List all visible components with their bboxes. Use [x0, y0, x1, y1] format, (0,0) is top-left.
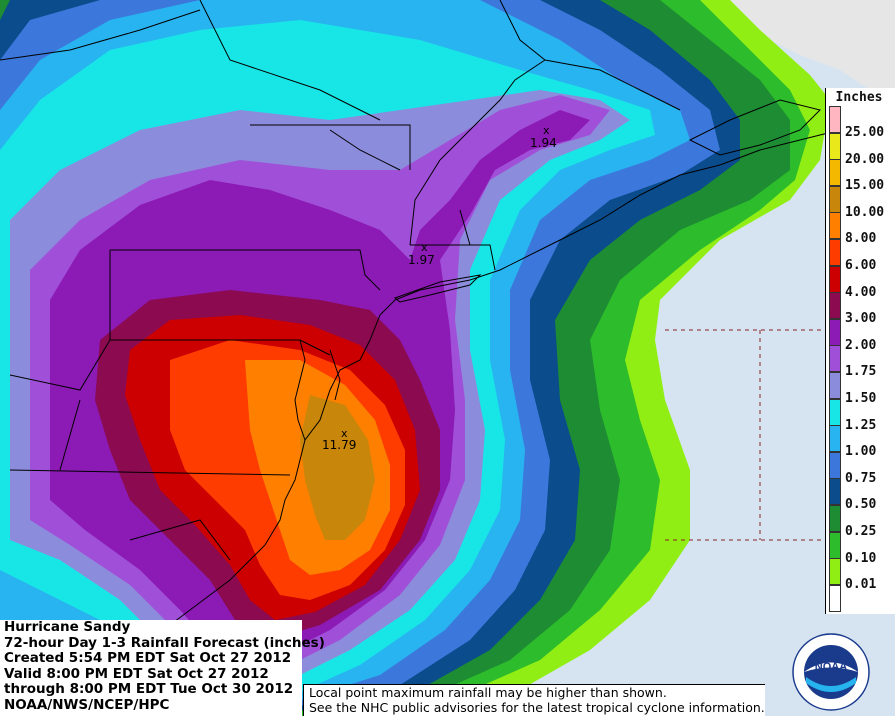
- legend-swatch: [829, 132, 841, 160]
- maximum-marker-x: x: [543, 124, 550, 137]
- legend-item: 10.00: [826, 185, 895, 219]
- legend-item: 1.50: [826, 372, 895, 405]
- legend-label: 0.50: [845, 497, 877, 513]
- legend-label: 2.00: [845, 337, 877, 353]
- legend-item: 15.00: [826, 159, 895, 192]
- legend-swatch: [829, 185, 841, 213]
- note-maximum: Local point maximum rainfall may be high…: [309, 685, 667, 700]
- legend-swatch: [829, 292, 841, 320]
- legend-label: 10.00: [845, 204, 885, 220]
- marine-zone-boundaries: [665, 329, 825, 541]
- note-advisory: See the NHC public advisories for the la…: [309, 700, 765, 715]
- legend-swatch: [829, 345, 841, 373]
- legend-item: 0.75: [826, 451, 895, 485]
- legend-swatch: [829, 531, 841, 559]
- maximum-value-label: 11.79: [322, 438, 357, 452]
- legend-item: 20.00: [826, 132, 895, 166]
- valid-start: Valid 8:00 PM EDT Sat Oct 27 2012: [4, 665, 269, 682]
- legend-label: 20.00: [845, 151, 885, 167]
- legend-swatch: [829, 159, 841, 187]
- legend-label: 15.00: [845, 178, 885, 194]
- rainfall-contours: [0, 0, 830, 716]
- storm-name: Hurricane Sandy: [4, 619, 131, 635]
- created-time: Created 5:54 PM EDT Sat Oct 27 2012: [4, 650, 292, 666]
- legend-swatch: [829, 212, 841, 240]
- maximum-value-label: 1.97: [408, 253, 435, 267]
- legend-item: 0.01: [826, 558, 895, 591]
- legend-swatch: [829, 505, 841, 532]
- legend-swatch: [829, 239, 841, 266]
- legend-label: 6.00: [845, 258, 877, 273]
- geographic-outlines: [0, 0, 871, 626]
- legend-swatch: [829, 372, 841, 399]
- legend-label: 0.75: [845, 470, 877, 486]
- maximum-value-label: 1.94: [530, 136, 557, 150]
- legend-label: 25.00: [845, 125, 885, 140]
- legend-item: 25.00: [826, 106, 895, 139]
- legend-swatch: [829, 451, 841, 479]
- legend-label: 0.01: [845, 577, 877, 593]
- legend-label: 1.75: [845, 364, 877, 380]
- legend-title: Inches: [835, 90, 883, 105]
- legend-item: 3.00: [826, 292, 895, 325]
- legend-item: 1.00: [826, 425, 895, 458]
- noaa-logo-text: NOAA: [815, 661, 847, 673]
- valid-end: through 8:00 PM EDT Tue Oct 30 2012: [4, 681, 294, 697]
- legend-item: 6.00: [826, 239, 895, 272]
- legend-swatch: [829, 558, 841, 586]
- legend-item: 1.75: [826, 345, 895, 378]
- notes-box: Local point maximum rainfall may be high…: [303, 684, 765, 716]
- legend-item: 0.25: [826, 505, 895, 538]
- legend-swatch: [829, 398, 841, 426]
- forecast-info-box: Hurricane Sandy 72-hour Day 1-3 Rainfall…: [0, 619, 325, 716]
- legend-swatch: [829, 584, 841, 612]
- legend-swatch: [829, 318, 841, 346]
- legend-label: 0.25: [845, 524, 877, 539]
- legend-label: 3.00: [845, 311, 877, 327]
- legend-swatch: [829, 106, 841, 133]
- legend-item: 1.25: [826, 398, 895, 432]
- legend-label: 8.00: [845, 231, 877, 247]
- legend-item: 4.00: [826, 265, 895, 299]
- maximum-marker-x: x: [341, 427, 348, 440]
- legend-swatch: [829, 265, 841, 293]
- agency: NOAA/NWS/NCEP/HPC: [4, 696, 170, 713]
- legend-swatch: [829, 425, 841, 453]
- legend-item: 0.50: [826, 478, 895, 511]
- rainfall-legend: Inches 25.00 20.00 15.00 10.00 8.00 6.00 4.00 3…: [825, 88, 895, 614]
- legend-item: 8.00: [826, 212, 895, 245]
- legend-item: 0.10: [826, 531, 895, 565]
- legend-item: [826, 584, 895, 612]
- legend-label: 0.10: [845, 550, 877, 566]
- legend-label: 4.00: [845, 284, 877, 300]
- forecast-title: 72-hour Day 1-3 Rainfall Forecast (inche…: [4, 634, 325, 651]
- legend-item: 2.00: [826, 318, 895, 352]
- legend-swatch: [829, 478, 841, 506]
- maximum-marker-x: x: [421, 241, 428, 254]
- noaa-logo: NOAA: [792, 633, 870, 711]
- legend-label: 1.00: [845, 444, 877, 460]
- legend-label: 1.50: [845, 391, 877, 406]
- legend-label: 1.25: [845, 417, 877, 433]
